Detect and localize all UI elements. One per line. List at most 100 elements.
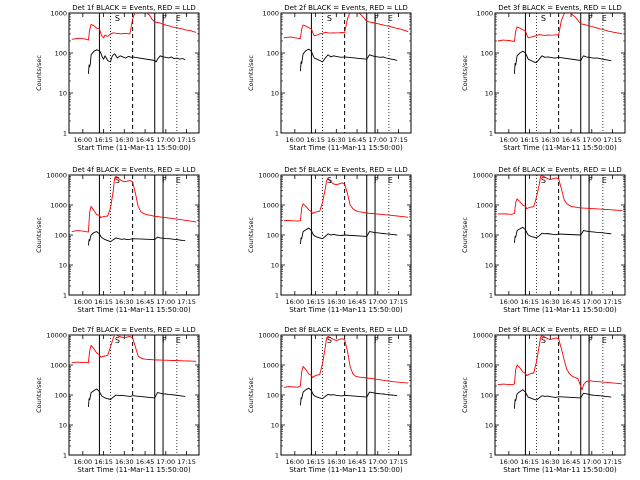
x-tick-label: 17:15 xyxy=(177,458,196,466)
y-axis-label: Counts/sec xyxy=(35,377,43,413)
flag-label-f: F xyxy=(588,176,593,185)
panel-title: Det 5f BLACK = Events, RED = LLD xyxy=(284,166,407,174)
x-tick-label: 16:00 xyxy=(499,458,518,466)
y-tick-label: 1 xyxy=(489,130,493,138)
x-tick-label: 17:00 xyxy=(368,136,387,144)
panel-7: Det 7f BLACK = Events, RED = LLD 1 10 100 10… xyxy=(35,326,200,474)
x-tick-label: 17:15 xyxy=(389,458,408,466)
y-tick-label: 10 xyxy=(485,422,493,430)
x-tick-label: 17:15 xyxy=(603,458,622,466)
x-tick-label: 17:15 xyxy=(389,298,408,306)
marker-lines xyxy=(310,13,390,133)
flag-label-f: F xyxy=(588,336,593,345)
series-line-events xyxy=(299,387,398,406)
flag-label-s: S xyxy=(327,14,332,23)
flag-label-e: E xyxy=(388,176,393,185)
y-tick-label: 1 xyxy=(275,292,279,300)
y-tick-label: 1000 xyxy=(476,362,493,370)
x-axis-label: Start Time (11-Mar-11 15:50:00) xyxy=(77,144,191,152)
x-tick-label: 16:30 xyxy=(541,298,560,306)
x-tick-label: 16:30 xyxy=(541,136,560,144)
y-tick-label: 10 xyxy=(271,262,279,270)
x-axis-label: Start Time (11-Mar-11 15:50:00) xyxy=(503,306,617,314)
series-line-events xyxy=(513,50,612,74)
x-tick-label: 16:45 xyxy=(136,298,155,306)
flag-label-e: E xyxy=(176,14,181,23)
y-tick-label: 1 xyxy=(489,292,493,300)
y-tick-label: 100 xyxy=(55,392,67,400)
y-tick-label: 100 xyxy=(267,392,279,400)
x-tick-label: 16:00 xyxy=(499,298,518,306)
y-tick-label: 1000 xyxy=(476,10,493,18)
y-tick-label: 1000 xyxy=(50,362,67,370)
x-tick-label: 16:30 xyxy=(327,458,346,466)
y-tick-label: 10 xyxy=(485,90,493,98)
panel-title: Det 3f BLACK = Events, RED = LLD xyxy=(498,4,621,12)
x-axis-label: Start Time (11-Mar-11 15:50:00) xyxy=(77,466,191,474)
panel-1: Det 1f BLACK = Events, RED = LLD 1 10 100 10… xyxy=(35,4,200,152)
y-tick-label: 10 xyxy=(271,90,279,98)
y-tick-label: 1 xyxy=(275,130,279,138)
x-tick-label: 17:15 xyxy=(603,298,622,306)
x-tick-label: 16:00 xyxy=(499,136,518,144)
series-line-lld xyxy=(71,175,197,233)
series-line-lld xyxy=(283,13,409,39)
x-tick-label: 16:15 xyxy=(520,136,539,144)
x-tick-label: 17:00 xyxy=(156,458,175,466)
marker-lines xyxy=(524,13,604,133)
y-axis-label: Counts/sec xyxy=(35,217,43,253)
panels-group: Det 1f BLACK = Events, RED = LLD 1 10 100 10… xyxy=(35,4,626,474)
x-tick-label: 17:15 xyxy=(177,136,196,144)
flag-label-e: E xyxy=(388,336,393,345)
panel-title: Det 7f BLACK = Events, RED = LLD xyxy=(72,326,195,334)
x-tick-label: 17:00 xyxy=(582,458,601,466)
y-tick-label: 100 xyxy=(267,232,279,240)
x-tick-label: 17:15 xyxy=(603,136,622,144)
flag-label-e: E xyxy=(602,176,607,185)
y-tick-label: 100 xyxy=(55,50,67,58)
y-tick-label: 100 xyxy=(481,232,493,240)
flag-label-s: S xyxy=(115,176,120,185)
series-line-events xyxy=(87,49,186,74)
x-tick-label: 16:00 xyxy=(285,458,304,466)
flag-label-f: F xyxy=(374,14,379,23)
flag-label-e: E xyxy=(388,14,393,23)
y-tick-label: 10000 xyxy=(472,172,493,180)
x-tick-label: 17:00 xyxy=(582,136,601,144)
x-tick-label: 16:30 xyxy=(115,298,134,306)
x-tick-label: 16:00 xyxy=(73,136,92,144)
x-tick-label: 16:45 xyxy=(562,458,581,466)
y-tick-label: 10 xyxy=(485,262,493,270)
y-tick-label: 100 xyxy=(481,50,493,58)
plot-frame xyxy=(68,12,200,134)
x-tick-label: 17:15 xyxy=(389,136,408,144)
panel-title: Det 1f BLACK = Events, RED = LLD xyxy=(72,4,195,12)
flag-label-s: S xyxy=(327,176,332,185)
y-tick-label: 1 xyxy=(63,292,67,300)
x-tick-label: 17:15 xyxy=(177,298,196,306)
y-tick-label: 100 xyxy=(55,232,67,240)
x-tick-label: 16:45 xyxy=(562,136,581,144)
flag-label-f: F xyxy=(588,14,593,23)
y-tick-label: 10000 xyxy=(258,332,279,340)
x-tick-label: 16:00 xyxy=(73,458,92,466)
x-tick-label: 16:30 xyxy=(541,458,560,466)
y-tick-label: 100 xyxy=(267,50,279,58)
x-tick-label: 16:15 xyxy=(520,458,539,466)
y-tick-label: 10 xyxy=(59,90,67,98)
x-tick-label: 16:30 xyxy=(115,136,134,144)
plot-frame xyxy=(494,12,626,134)
y-tick-label: 100 xyxy=(481,392,493,400)
x-tick-label: 16:00 xyxy=(285,298,304,306)
panel-4: Det 4f BLACK = Events, RED = LLD 1 10 100 10… xyxy=(35,166,200,314)
series-line-lld xyxy=(497,13,623,42)
x-tick-label: 16:45 xyxy=(562,298,581,306)
panel-title: Det 2f BLACK = Events, RED = LLD xyxy=(284,4,407,12)
series-line-events xyxy=(513,389,612,409)
panel-9: Det 9f BLACK = Events, RED = LLD 1 10 100 10… xyxy=(461,326,626,474)
y-tick-label: 10 xyxy=(59,422,67,430)
panel-2: Det 2f BLACK = Events, RED = LLD 1 10 100 10… xyxy=(247,4,412,152)
y-tick-label: 1 xyxy=(489,452,493,460)
x-axis-label: Start Time (11-Mar-11 15:50:00) xyxy=(289,144,403,152)
series-line-events xyxy=(513,226,612,243)
